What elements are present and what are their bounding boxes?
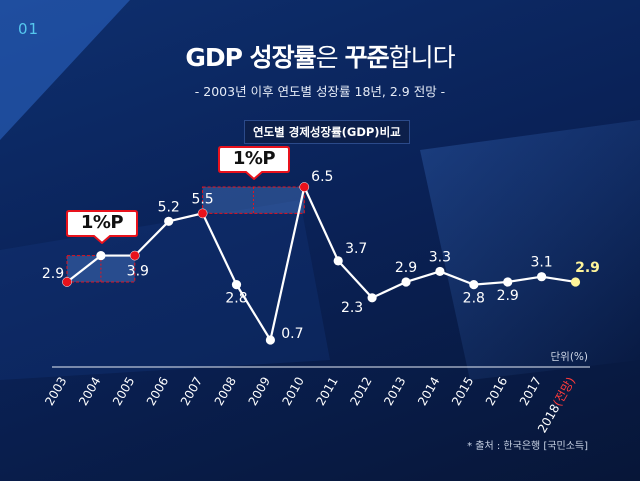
data-point-2005 [129,250,140,261]
data-point-2012 [367,293,377,303]
x-tick-2011: 2011 [313,375,340,408]
data-point-2006 [164,216,174,226]
headline-part4: 합니다 [388,43,456,72]
data-label-2003: 2.9 [42,266,64,282]
data-label-2006: 5.2 [158,199,180,215]
x-tick-2015: 2015 [449,375,476,408]
data-point-2003 [62,277,72,287]
x-tick-2008: 2008 [212,375,239,408]
data-label-2014: 3.3 [429,249,451,265]
data-point-2008 [231,280,242,290]
data-label-2015: 2.8 [463,291,485,307]
data-point-2016 [503,277,513,287]
callout-1pp-right: 1%P [218,146,290,180]
data-label-2016: 2.9 [497,288,519,304]
data-point-2015 [469,280,479,290]
data-point-2004 [96,250,106,261]
headline-part2: 은 [315,43,345,72]
x-tick-2004: 2004 [76,375,103,408]
callout-1pp-left: 1%P [66,210,138,244]
data-point-2013 [401,277,411,287]
x-tick-2013: 2013 [381,375,408,408]
headline-part3: 꾸준 [344,43,390,72]
headline-part1: GDP 성장률 [185,43,316,72]
x-tick-2006: 2006 [144,375,171,408]
data-label-2008: 2.8 [225,291,247,307]
page-number: 01 [18,20,40,38]
callout-bubble-shape [218,146,290,180]
x-tick-2007: 2007 [178,375,205,408]
x-tick-2005: 2005 [110,375,137,408]
unit-label: 단위(%) [550,351,589,363]
data-label-2009: 0.7 [281,326,303,342]
data-label-2018: 2.9 [575,260,600,276]
data-label-2005: 3.9 [127,264,149,280]
data-label-2013: 2.9 [395,260,417,276]
x-tick-suffix: (전망) [550,375,578,409]
data-point-2018 [570,277,581,287]
headline: GDP 성장률은 꾸준합니다 [0,38,640,74]
data-label-2012: 2.3 [341,300,363,316]
data-point-2007 [197,208,208,219]
callout-text: 1%P [232,148,276,169]
callout-bubble-shape [66,210,138,244]
data-label-2017: 3.1 [530,255,552,271]
chart-title: 연도별 경제성장률(GDP)비교 [244,120,410,144]
data-point-2017 [537,272,547,282]
data-point-2009 [265,335,275,345]
data-label-2011: 3.7 [345,241,367,257]
series-line [66,185,576,342]
data-point-2014 [435,266,445,277]
range-box-2003-2005-outline [66,255,136,283]
x-tick-2017: 2017 [517,375,544,408]
callout-text: 1%P [80,212,124,233]
x-tick-2012: 2012 [347,375,374,408]
x-tick-2010: 2010 [280,375,307,408]
source-note: * 출처 : 한국은행 [국민소득] [467,441,588,452]
subtitle: - 2003년 이후 연도별 성장률 18년, 2.9 전망 - [194,84,446,99]
x-tick-2014: 2014 [415,375,442,408]
data-point-2010 [299,182,310,192]
data-point-2011 [333,256,343,266]
x-tick-2009: 2009 [246,375,273,408]
x-tick-2003: 2003 [42,375,69,408]
data-label-2007: 5.5 [191,191,213,207]
data-label-2010: 6.5 [311,169,333,185]
x-tick-2016: 2016 [483,375,510,408]
